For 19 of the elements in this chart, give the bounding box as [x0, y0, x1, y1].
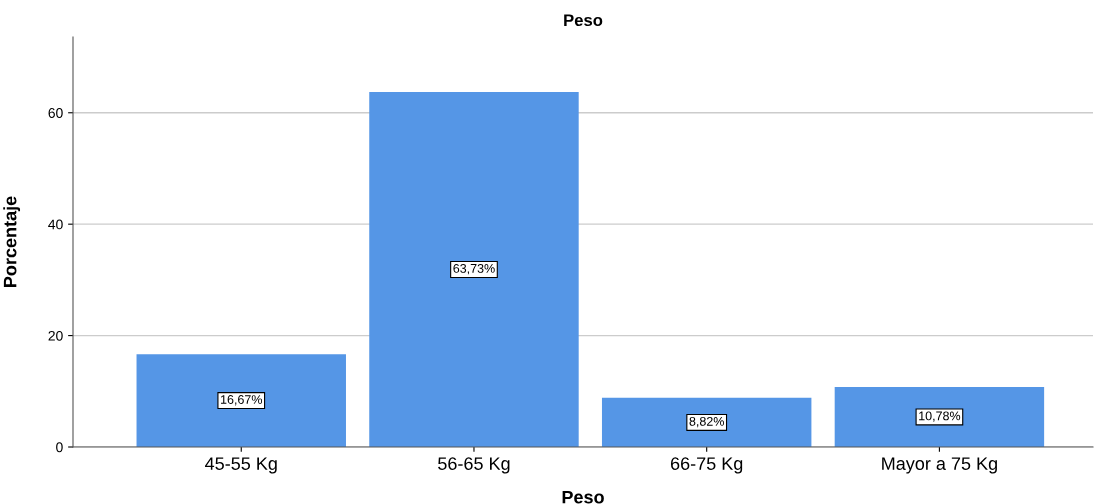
data-label: 63,73%	[453, 264, 495, 275]
data-label: 10,78%	[919, 411, 961, 422]
x-tick-label: 56-65 Kg	[438, 457, 510, 474]
x-axis-title: Peso	[562, 490, 604, 504]
y-tick-label: 60	[48, 108, 63, 118]
y-axis-title: Porcentaje	[3, 196, 21, 287]
x-tick-label: 66-75 Kg	[670, 457, 743, 474]
bar	[834, 386, 1045, 447]
y-tick-label: 20	[48, 330, 63, 341]
y-tick-label: 40	[48, 219, 63, 230]
bar	[136, 354, 346, 447]
bar	[601, 397, 812, 447]
x-tick-label: Mayor a 75 Kg	[882, 457, 997, 474]
data-label: 16,67%	[221, 395, 263, 406]
bar	[369, 91, 579, 447]
x-tick-label: 45-55 Kg	[205, 457, 277, 474]
chart-title: Peso	[564, 14, 603, 27]
data-label: 8,82%	[689, 416, 724, 428]
y-tick-label: 0	[56, 442, 63, 453]
